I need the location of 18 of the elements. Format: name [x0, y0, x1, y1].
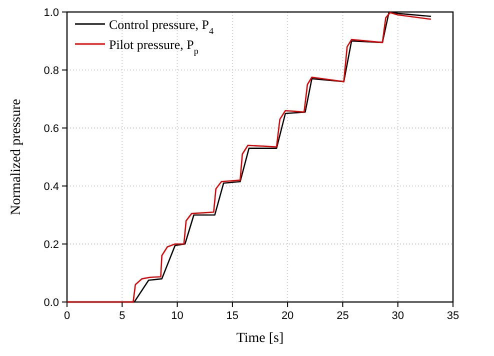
x-tick-label: 10	[171, 310, 184, 322]
x-tick-label: 30	[392, 310, 404, 322]
x-tick-label: 0	[64, 310, 70, 322]
x-axis-title: Time [s]	[236, 331, 284, 346]
y-tick-label: 0.0	[44, 297, 59, 309]
y-tick-label: 0.6	[44, 123, 59, 135]
x-tick-label: 15	[226, 310, 239, 322]
y-axis-title: Normalized pressure	[9, 98, 24, 216]
y-tick-label: 0.8	[44, 65, 59, 77]
y-tick-label: 0.2	[44, 239, 59, 251]
y-tick-label: 0.4	[44, 181, 59, 193]
x-tick-label: 5	[119, 310, 126, 322]
legend-label: Pilot pressure, P$_{p}$	[109, 37, 199, 56]
legend-label: Control pressure, P$_{4}$	[109, 17, 214, 36]
x-tick-label: 35	[446, 310, 460, 322]
x-tick-label: 20	[281, 310, 294, 322]
x-tick-label: 25	[336, 310, 349, 322]
y-tick-label: 1.0	[44, 7, 59, 19]
